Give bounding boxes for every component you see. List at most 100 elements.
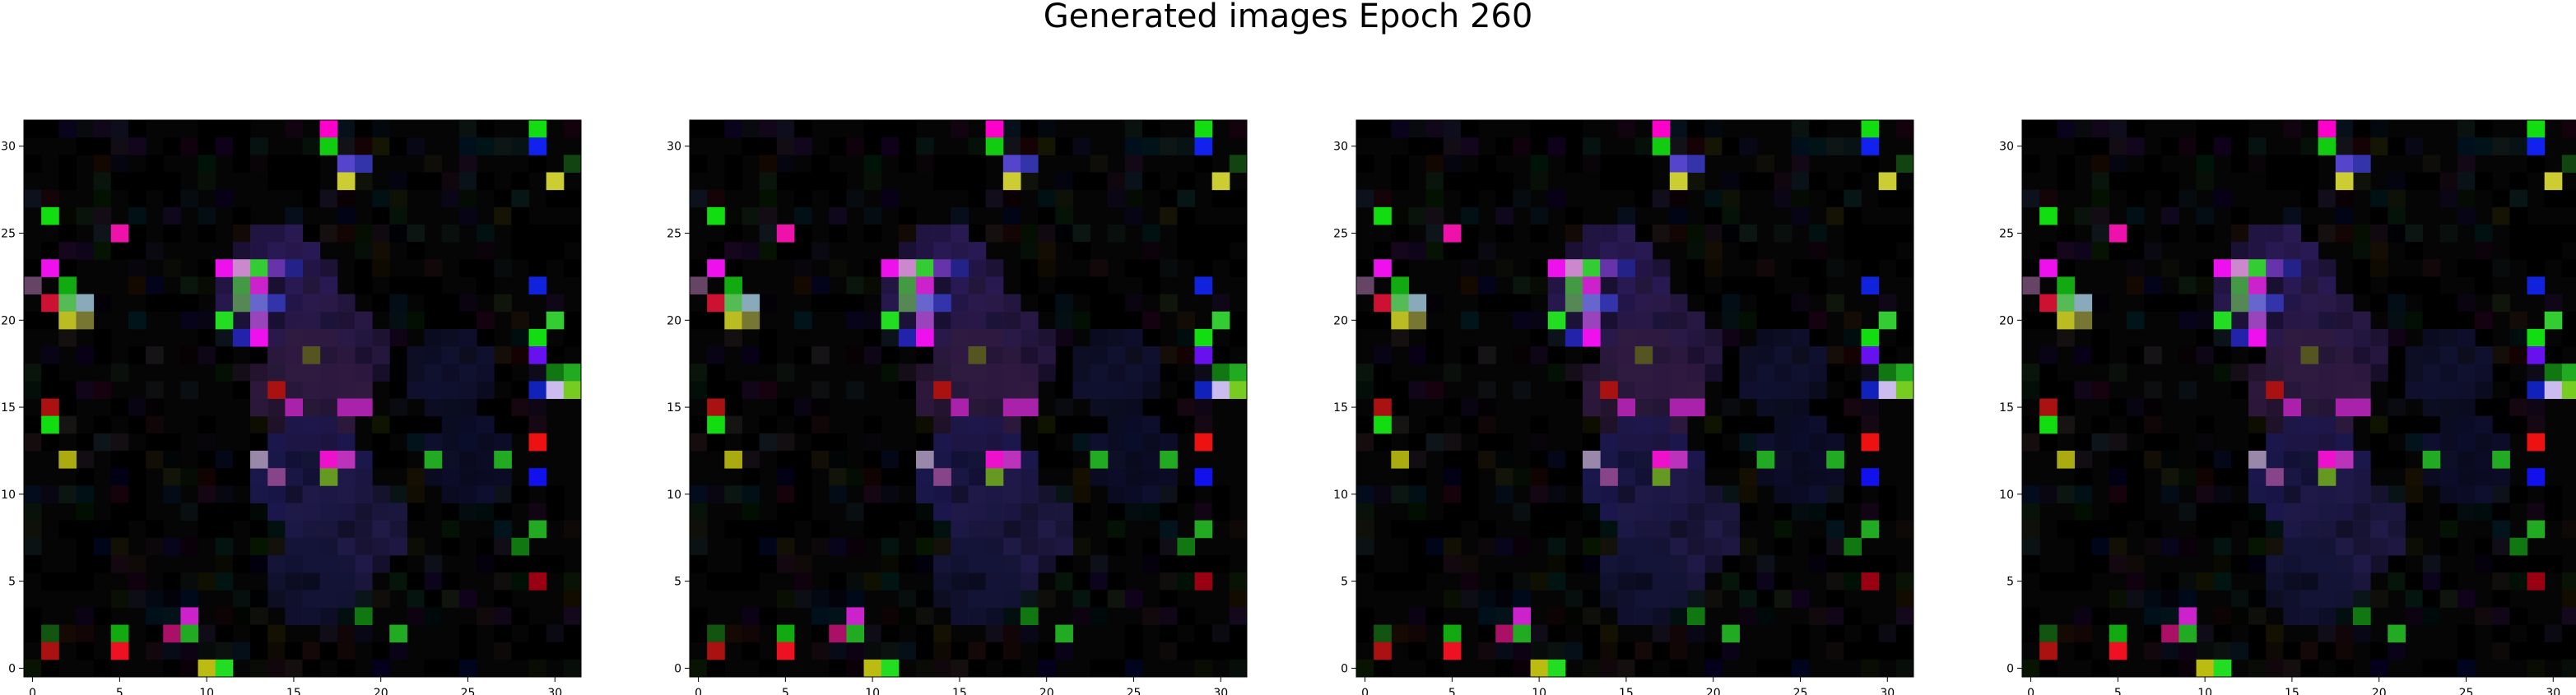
image-pixel <box>1460 224 1479 243</box>
image-pixel <box>2213 120 2232 138</box>
image-pixel <box>1356 433 1374 452</box>
image-pixel <box>1809 276 1827 295</box>
image-pixel <box>2492 294 2510 313</box>
image-pixel <box>180 572 199 591</box>
image-pixel <box>1495 590 1514 608</box>
image-pixel <box>319 120 338 138</box>
image-pixel <box>1600 398 1618 417</box>
y-tick-label: 30 <box>667 141 681 154</box>
image-pixel <box>2144 607 2162 626</box>
image-pixel <box>724 276 742 295</box>
image-pixel <box>2126 468 2145 486</box>
image-pixel <box>951 224 969 243</box>
image-pixel <box>2248 415 2267 434</box>
image-pixel <box>933 311 951 330</box>
image-pixel <box>1513 572 1532 591</box>
image-pixel <box>2109 137 2127 155</box>
image-pixel <box>2057 311 2075 330</box>
image-pixel <box>267 172 286 191</box>
image-pixel <box>1617 415 1635 434</box>
image-pixel <box>1530 624 1549 643</box>
image-pixel <box>302 659 321 678</box>
image-pixel <box>389 276 407 295</box>
image-pixel <box>1072 537 1091 556</box>
image-pixel <box>1002 503 1021 521</box>
image-pixel <box>2475 485 2493 503</box>
image-pixel <box>24 607 42 626</box>
image-pixel <box>759 520 778 539</box>
image-pixel <box>759 189 778 208</box>
image-pixel <box>1356 364 1374 382</box>
image-pixel <box>1356 276 1374 295</box>
image-pixel <box>2178 294 2197 313</box>
image-pixel <box>528 346 547 364</box>
image-pixel <box>1652 311 1671 330</box>
image-pixel <box>1460 242 1479 260</box>
image-pixel <box>2509 328 2528 347</box>
image-pixel <box>458 381 477 399</box>
image-pixel <box>1826 642 1844 660</box>
image-pixel <box>1391 294 1409 313</box>
image-pixel <box>198 485 216 503</box>
image-pixel <box>232 468 251 486</box>
image-pixel <box>1600 642 1618 660</box>
image-pixel <box>2074 242 2093 260</box>
image-pixel <box>2300 537 2319 556</box>
image-pixel <box>1669 624 1688 643</box>
image-pixel <box>337 120 356 138</box>
image-pixel <box>441 311 460 330</box>
image-pixel <box>724 624 742 643</box>
image-pixel <box>1617 607 1635 626</box>
image-pixel <box>302 415 321 434</box>
image-pixel <box>2178 346 2197 364</box>
image-pixel <box>389 624 407 643</box>
image-pixel <box>1356 259 1374 277</box>
image-pixel <box>1600 311 1618 330</box>
image-pixel <box>546 364 565 382</box>
image-pixel <box>146 450 164 469</box>
image-pixel <box>968 259 987 277</box>
image-pixel <box>2527 328 2546 347</box>
image-pixel <box>968 224 987 243</box>
image-pixel <box>1617 311 1635 330</box>
image-pixel <box>881 189 900 208</box>
image-pixel <box>267 537 286 556</box>
image-pixel <box>563 381 582 399</box>
image-pixel <box>776 468 795 486</box>
image-pixel <box>1194 328 1213 347</box>
image-pixel <box>1861 259 1880 277</box>
image-pixel <box>128 137 146 155</box>
image-pixel <box>1160 624 1178 643</box>
image-pixel <box>1739 415 1758 434</box>
image-pixel <box>1425 224 1444 243</box>
image-pixel <box>1460 415 1479 434</box>
image-pixel <box>1530 328 1549 347</box>
image-pixel <box>1634 485 1653 503</box>
image-pixel <box>2144 642 2162 660</box>
image-pixel <box>407 572 425 591</box>
image-pixel <box>2475 242 2493 260</box>
image-pixel <box>494 607 512 626</box>
image-pixel <box>1408 624 1427 643</box>
image-pixel <box>1583 520 1601 539</box>
image-pixel <box>1020 572 1039 591</box>
image-pixel <box>1020 242 1039 260</box>
image-pixel <box>2475 433 2493 452</box>
image-pixel <box>898 642 917 660</box>
image-pixel <box>1002 172 1021 191</box>
image-pixel <box>372 642 390 660</box>
image-pixel <box>1107 172 1126 191</box>
image-pixel <box>285 364 303 382</box>
image-pixel <box>985 624 1004 643</box>
image-pixel <box>776 242 795 260</box>
image-pixel <box>24 155 42 173</box>
image-pixel <box>1565 503 1583 521</box>
image-pixel <box>2300 450 2319 469</box>
image-pixel <box>759 659 778 678</box>
image-pixel <box>898 224 917 243</box>
image-pixel <box>2022 189 2040 208</box>
image-pixel <box>250 433 268 452</box>
image-pixel <box>494 590 512 608</box>
image-pixel <box>2196 642 2215 660</box>
image-pixel <box>2091 242 2110 260</box>
